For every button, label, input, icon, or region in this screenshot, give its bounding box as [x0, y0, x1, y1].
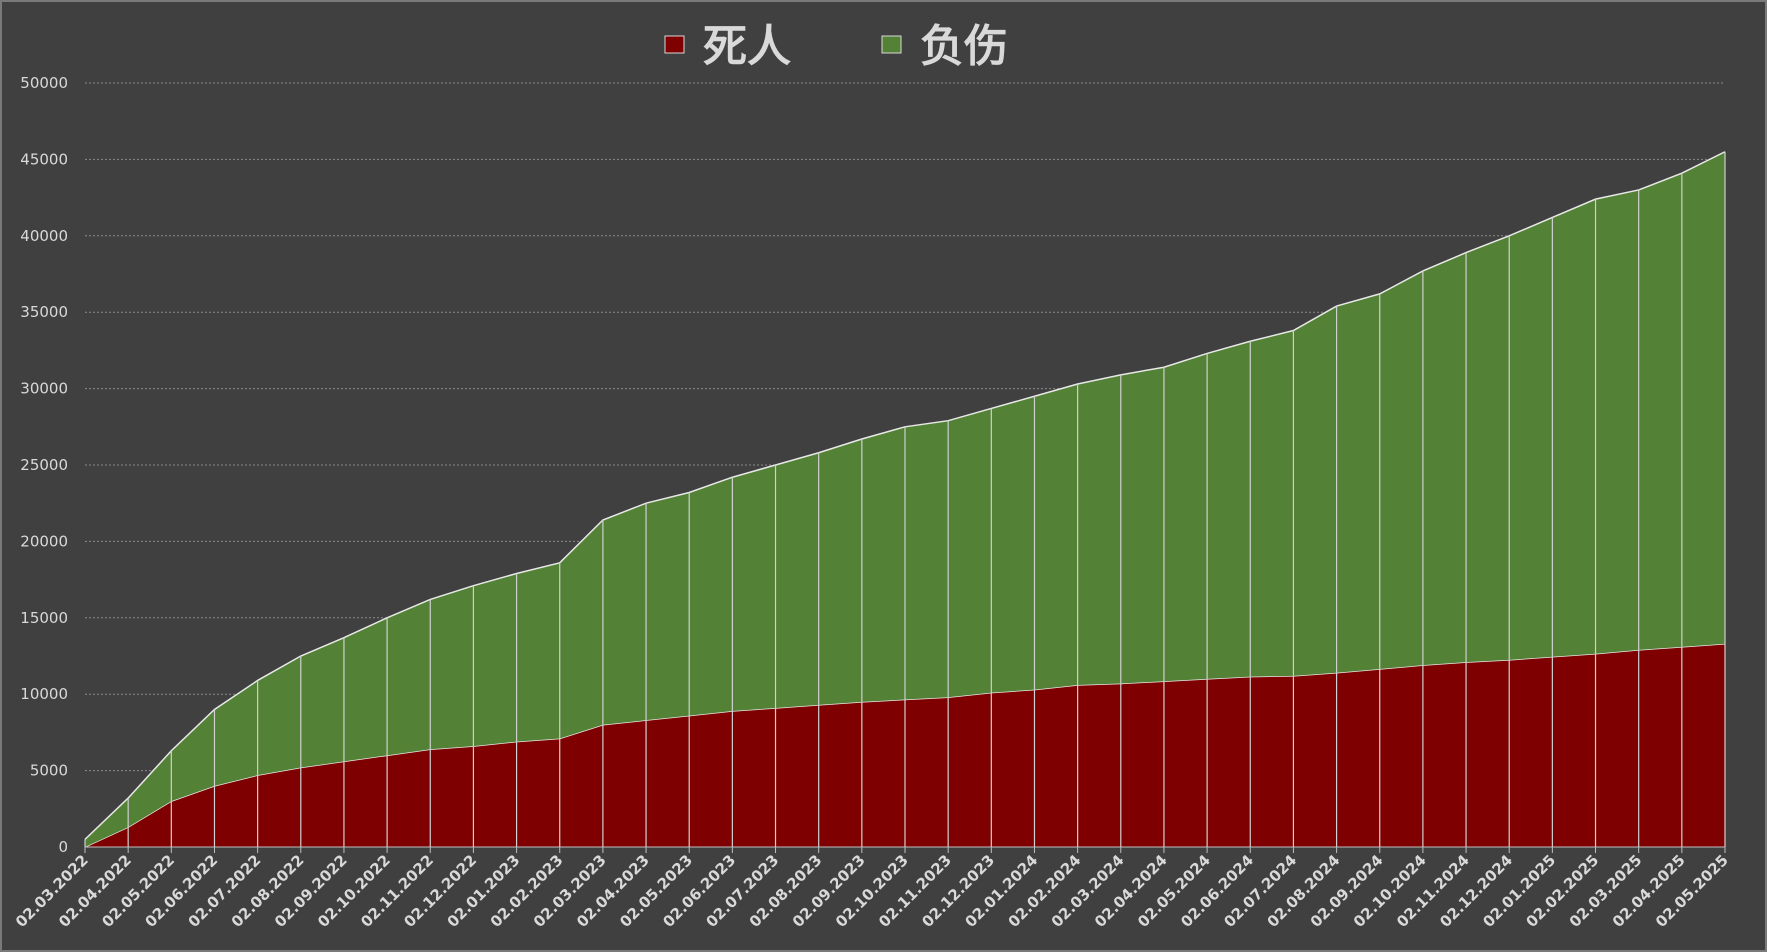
y-tick-label: 50000	[20, 74, 68, 92]
y-tick-label: 45000	[20, 150, 68, 168]
y-tick-label: 35000	[20, 303, 68, 321]
y-tick-label: 20000	[20, 532, 68, 550]
plot-area	[84, 151, 1726, 848]
y-tick-label: 30000	[20, 380, 68, 398]
legend-swatch	[881, 35, 902, 54]
y-tick-label: 25000	[20, 456, 68, 474]
y-tick-label: 5000	[30, 762, 68, 780]
y-tick-label: 40000	[20, 227, 68, 245]
y-tick-label: 15000	[20, 609, 68, 627]
y-tick-label: 10000	[20, 685, 68, 703]
legend-label: 死人	[703, 21, 791, 72]
legend-swatch	[664, 35, 685, 54]
legend: 死人 负伤	[664, 21, 1008, 72]
y-tick-label: 0	[58, 838, 68, 856]
legend-label: 负伤	[920, 21, 1008, 72]
